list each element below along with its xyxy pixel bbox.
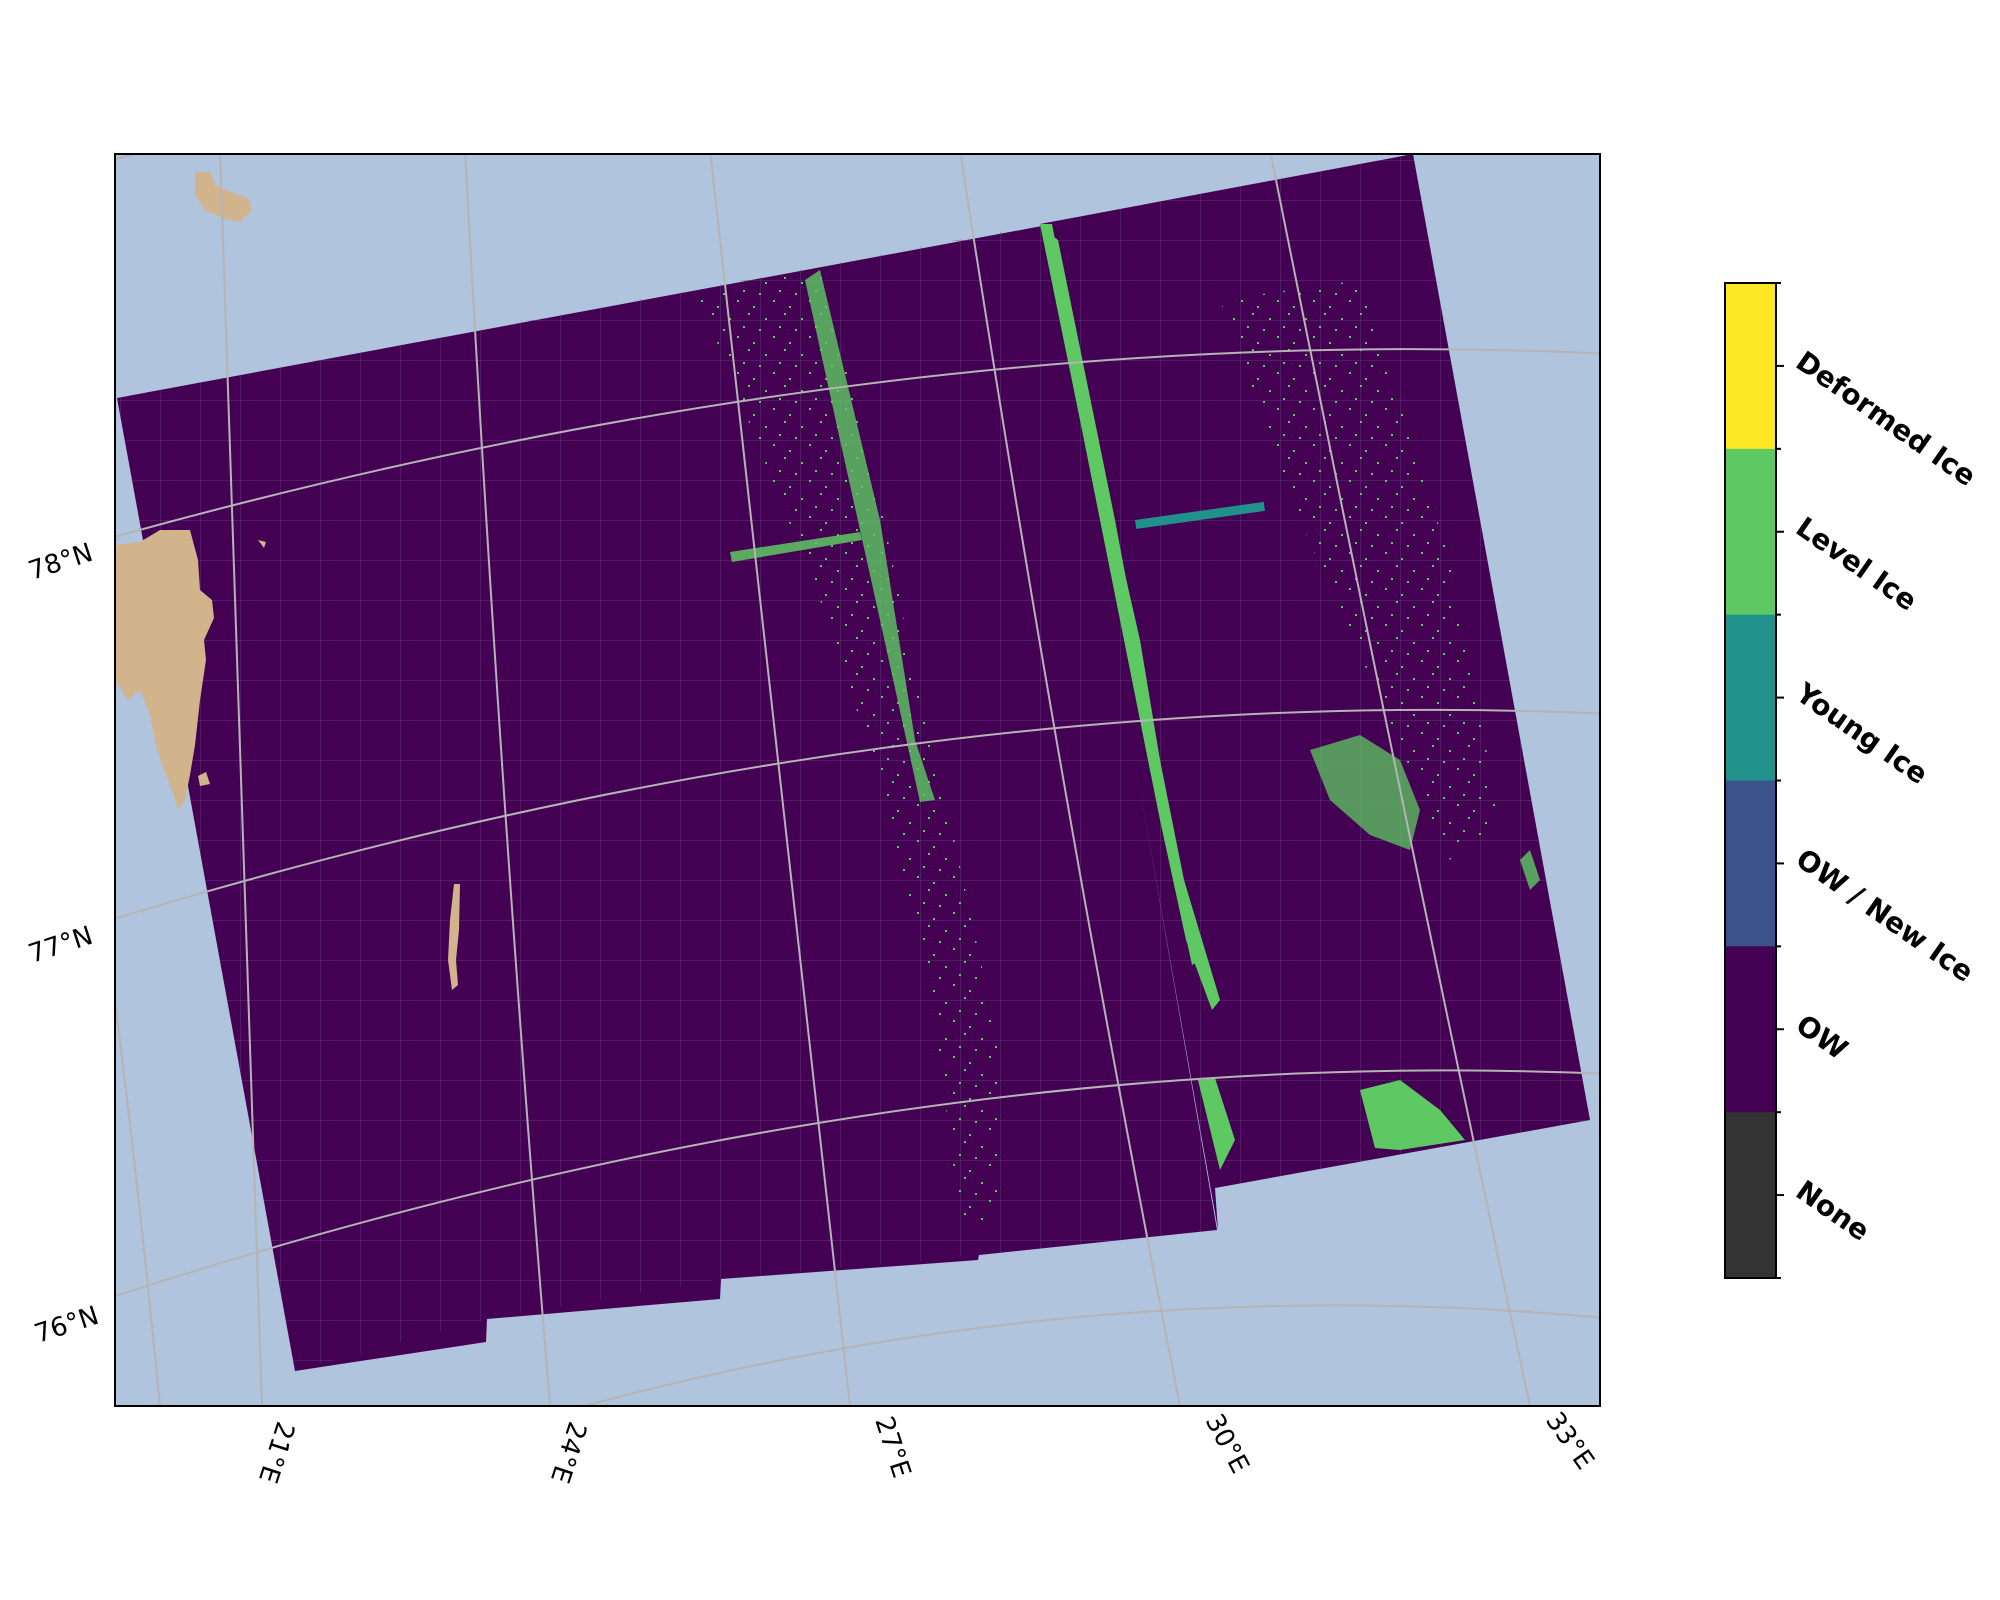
- map-frame: [114, 153, 1601, 1407]
- lat-label-78: 78°N: [25, 538, 97, 587]
- meridian-24: [464, 154, 551, 1406]
- level-ice-patch-se: [1360, 1080, 1465, 1150]
- level-ice-patch-east: [1310, 735, 1420, 850]
- land: [115, 172, 460, 990]
- meridian-30: [959, 154, 1181, 1406]
- parallel-75: [580, 1304, 1600, 1406]
- parallel-78: [115, 348, 1600, 538]
- young-ice-strip: [1134, 501, 1265, 529]
- island-hopen: [448, 884, 460, 990]
- level-ice-speckle-east: [1220, 280, 1500, 860]
- level-ice-band-east-core: [1045, 230, 1200, 965]
- colorbar-label: OW / New Ice: [1790, 842, 1980, 989]
- level-ice-diagonal: [730, 532, 862, 562]
- colorbar-swatch: [1725, 780, 1776, 947]
- meridian-21: [219, 154, 263, 1406]
- ice-features: [700, 224, 1540, 1220]
- colorbar-swatch: [1725, 283, 1776, 450]
- lon-label-21: 21°E: [252, 1418, 300, 1487]
- lon-label-30: 30°E: [1199, 1409, 1255, 1478]
- colorbar-label: OW: [1790, 1008, 1854, 1066]
- lon-label-24: 24°E: [544, 1418, 592, 1487]
- meridian-33: [1269, 154, 1531, 1406]
- island-svalbard-north: [195, 172, 252, 222]
- lon-label-27: 27°E: [868, 1413, 916, 1482]
- swath-texture: [117, 154, 1590, 1371]
- parallel-76: [115, 1069, 1600, 1298]
- level-ice-streak-central: [805, 270, 935, 802]
- parallel-77: [115, 708, 1600, 920]
- colorbar-swatch: [1725, 448, 1776, 616]
- lat-label-77: 77°N: [25, 921, 97, 970]
- colorbar-swatch: [1725, 946, 1776, 1113]
- islet-small-1: [198, 772, 210, 786]
- latitude-labels: 78°N 77°N 76°N: [25, 538, 103, 1350]
- colorbar-swatch: [1725, 614, 1776, 781]
- level-ice-patch-far-east: [1520, 850, 1540, 890]
- islet-small-2: [258, 540, 266, 548]
- colorbar-label: Level Ice: [1790, 510, 1923, 617]
- lon-label-33: 33°E: [1539, 1407, 1599, 1475]
- colorbar-label: None: [1790, 1174, 1876, 1248]
- colorbar: Deformed Ice Level Ice Young Ice OW / New I…: [1724, 282, 1982, 1279]
- landmass-svalbard-east: [115, 530, 214, 810]
- lat-label-76: 76°N: [31, 1301, 103, 1350]
- colorbar-label: Deformed Ice: [1790, 345, 1982, 493]
- meridian-18: [115, 999, 161, 1406]
- sar-swath-mosaic: [117, 154, 1590, 1371]
- longitude-labels: 21°E 24°E 27°E 30°E 33°E: [252, 1407, 1600, 1487]
- level-ice-patch-bottom: [1198, 1078, 1235, 1170]
- colorbar-label: Young Ice: [1789, 676, 1934, 791]
- colorbar-swatch: [1725, 1112, 1776, 1279]
